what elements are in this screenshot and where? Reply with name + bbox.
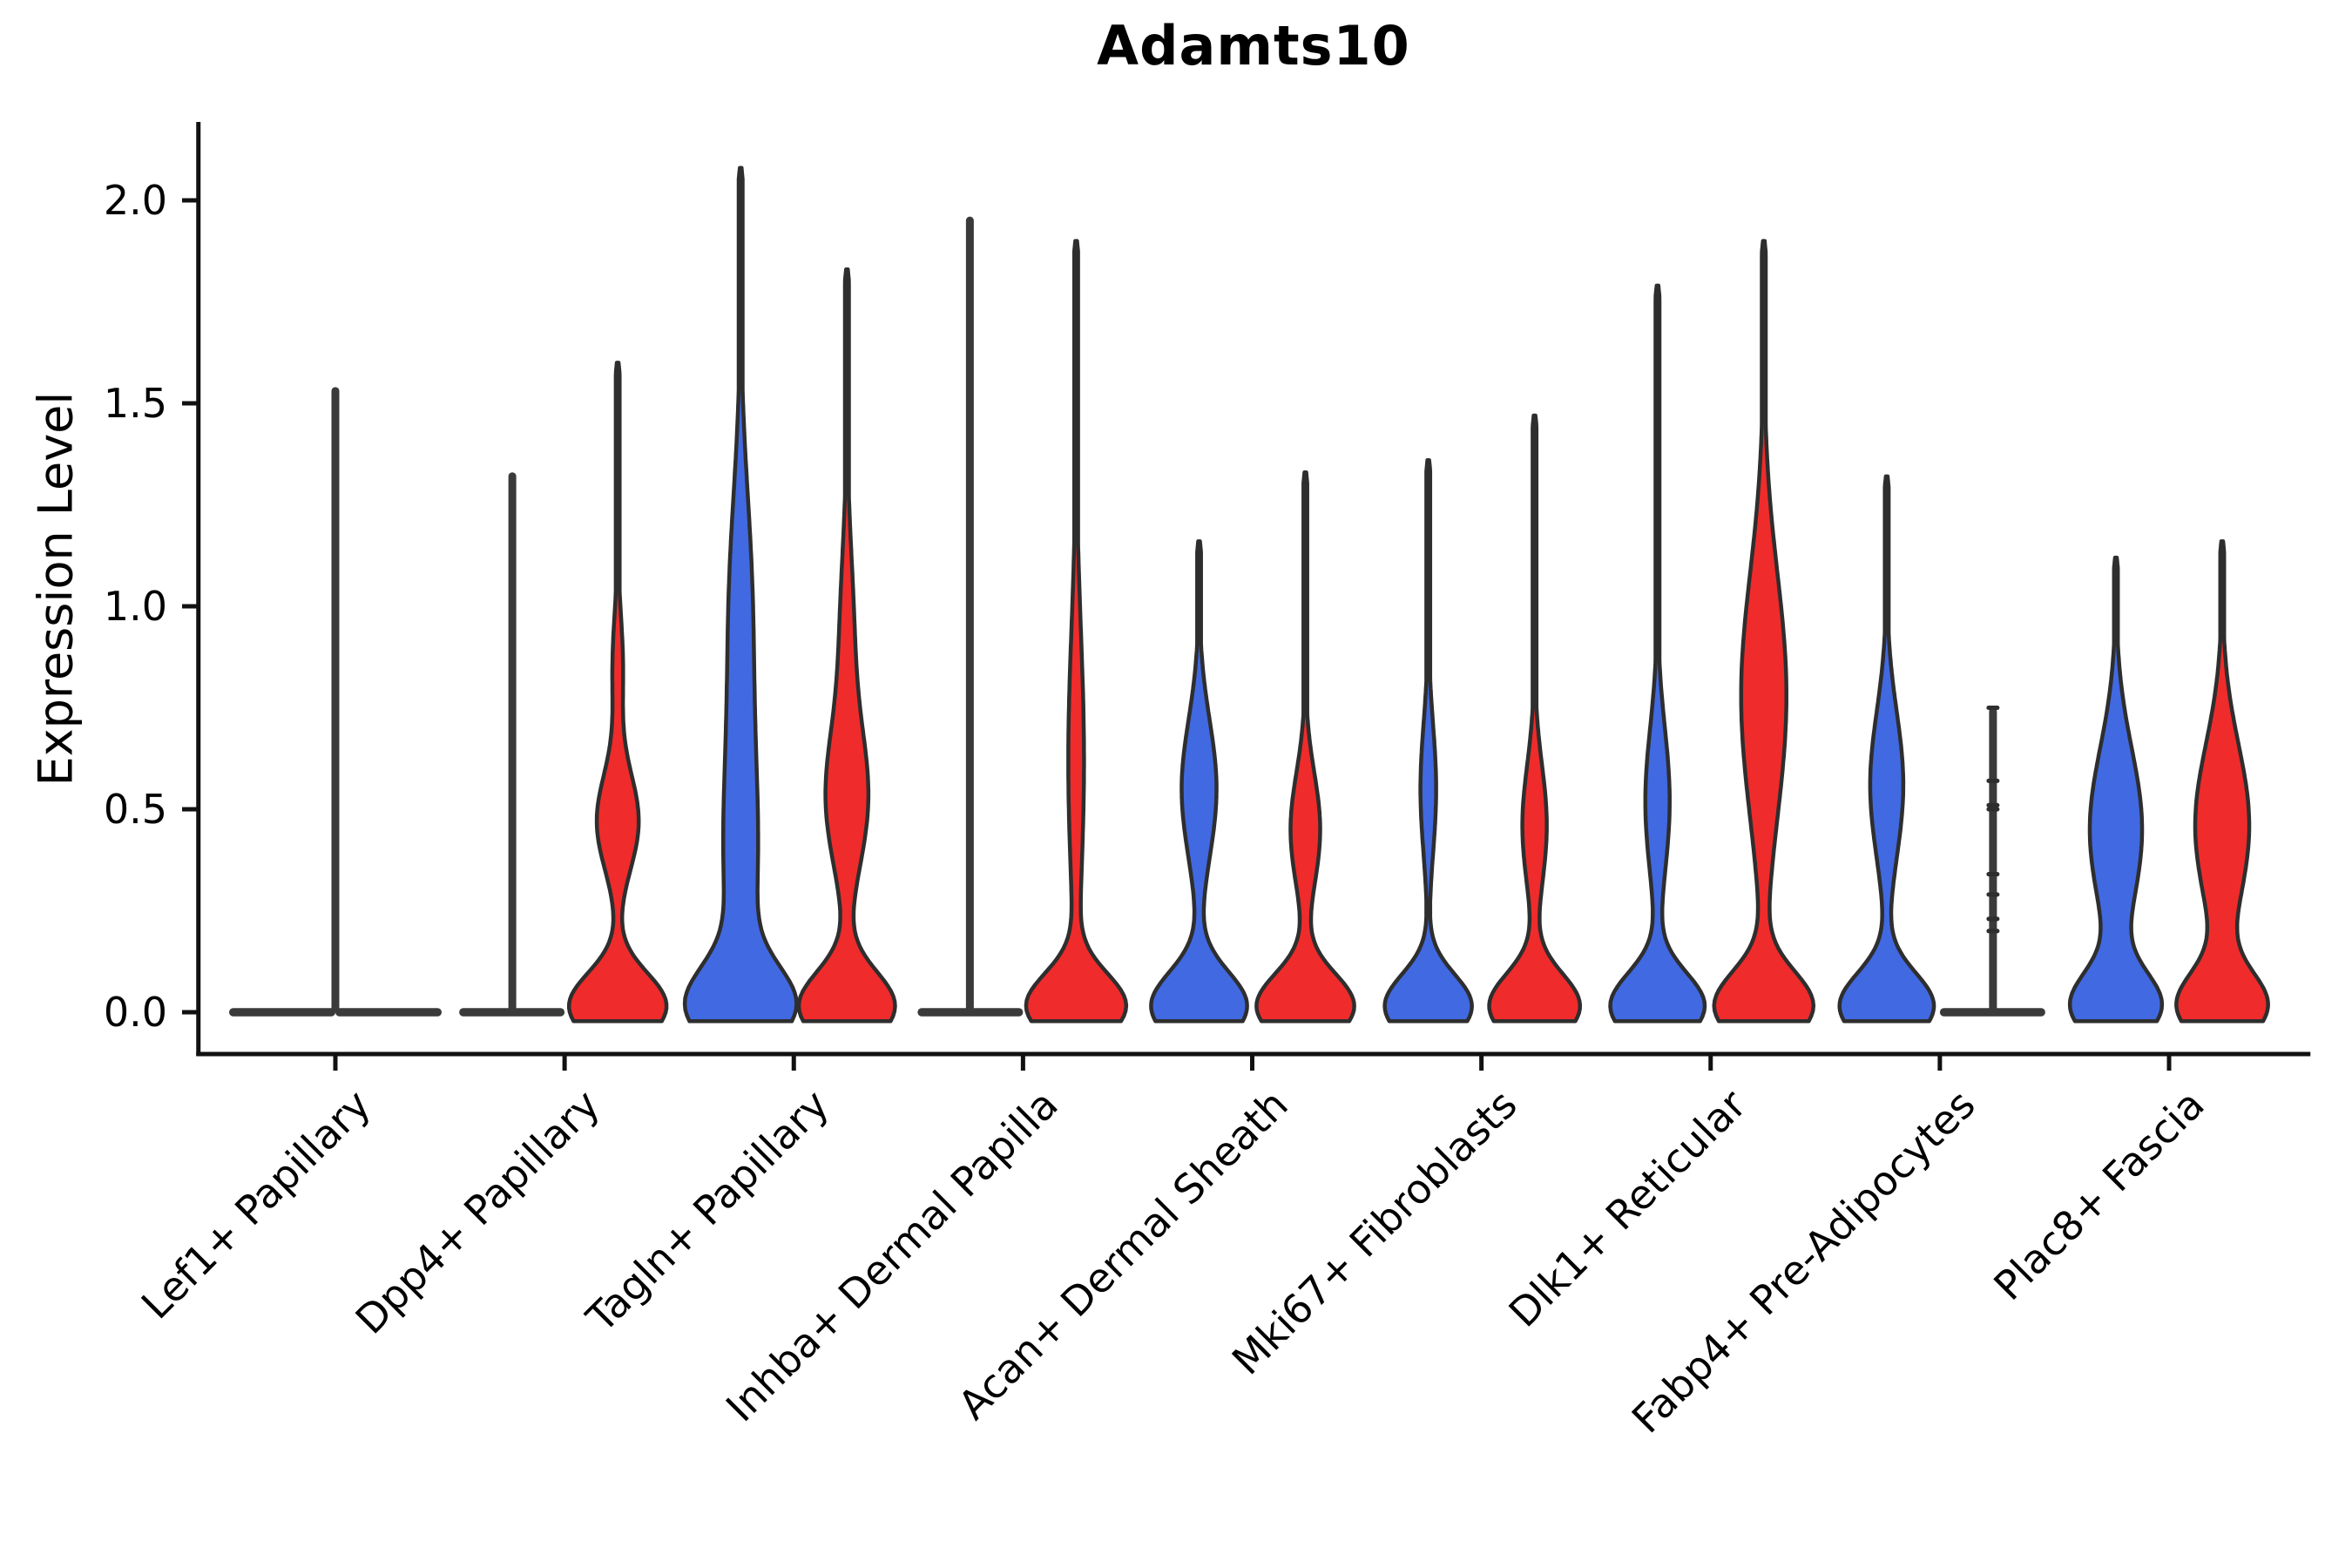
y-tick-3	[182, 401, 199, 406]
x-tick-5	[1479, 1054, 1484, 1071]
jitter-point-7-red-0	[1986, 706, 2000, 710]
violin-8-blue	[2067, 555, 2165, 1024]
y-tick-label-0: 0.0	[103, 989, 167, 1036]
x-tick-6	[1708, 1054, 1713, 1071]
jitter-point-7-red-5	[1986, 892, 2000, 897]
violin-2-red	[796, 267, 897, 1024]
violin-6-blue	[1608, 283, 1707, 1024]
y-axis-spine	[196, 122, 201, 1056]
y-tick-label-4: 2.0	[103, 177, 167, 224]
violin-5-red	[1487, 413, 1583, 1024]
jitter-point-7-red-3	[1986, 807, 2000, 812]
violin-8-red	[2174, 539, 2270, 1024]
y-tick-label-1: 0.5	[103, 786, 167, 833]
violin-5-blue	[1382, 457, 1474, 1024]
x-tick-0	[333, 1054, 338, 1071]
violin-4-red	[1254, 470, 1356, 1024]
violin-spike-7-red	[1989, 707, 1997, 1012]
y-tick-label-2: 1.0	[103, 583, 167, 630]
jitter-point-7-red-6	[1986, 916, 2000, 922]
jitter-point-7-red-4	[1986, 872, 2000, 877]
collapsed-violin-7-red	[1939, 1008, 2045, 1017]
x-tick-2	[791, 1054, 796, 1071]
y-tick-1	[182, 807, 199, 812]
violin-spike-3-blue	[965, 216, 974, 1012]
jitter-point-7-red-2	[1986, 802, 2000, 808]
jitter-point-7-red-1	[1986, 778, 2000, 783]
violin-7-blue	[1837, 474, 1936, 1024]
violin-2-blue	[682, 166, 799, 1024]
violin-3-red	[1024, 239, 1129, 1024]
chart-title: Adamts10	[1097, 14, 1410, 78]
y-tick-2	[182, 604, 199, 609]
violin-spike-1-blue	[508, 472, 517, 1012]
x-tick-7	[1937, 1054, 1943, 1071]
collapsed-violin-0-red	[335, 1008, 442, 1017]
violin-6-red	[1712, 239, 1816, 1024]
jitter-point-7-red-7	[1986, 929, 2000, 934]
collapsed-violin-1-blue	[459, 1008, 565, 1017]
violin-spike-0-blue	[331, 387, 340, 1012]
x-tick-3	[1020, 1054, 1025, 1071]
violin-4-blue	[1149, 539, 1249, 1024]
x-tick-8	[2166, 1054, 2172, 1071]
y-tick-label-3: 1.5	[103, 380, 167, 427]
x-tick-1	[562, 1054, 567, 1071]
violin-1-red	[566, 361, 669, 1024]
y-tick-0	[182, 1010, 199, 1015]
collapsed-violin-3-blue	[917, 1008, 1024, 1017]
y-tick-4	[182, 198, 199, 203]
x-tick-4	[1250, 1054, 1254, 1071]
collapsed-violin-0-blue	[229, 1008, 335, 1017]
